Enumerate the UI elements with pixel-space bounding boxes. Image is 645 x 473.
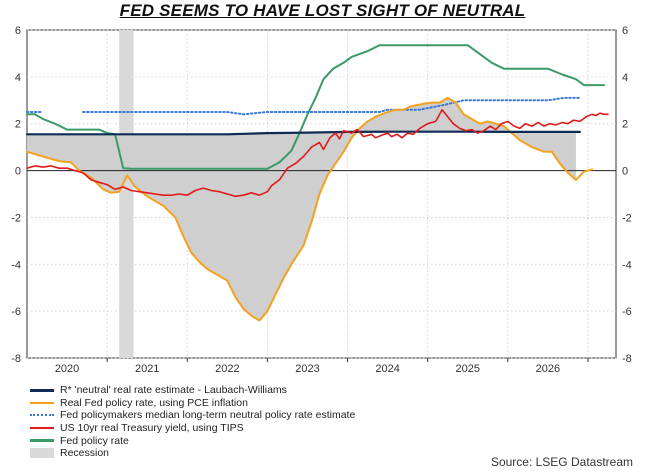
x-tick-label: 2021 — [135, 363, 159, 375]
y-axis-left: -8 -6 -4 -2 0 2 4 6 — [11, 25, 21, 365]
x-tick-label: 2022 — [215, 363, 239, 375]
y-tick-label-left: -2 — [11, 212, 21, 224]
x-tick-label: 2026 — [536, 363, 560, 375]
y-tick-label-left: -8 — [11, 353, 21, 365]
y-tick-label-left: -4 — [11, 259, 21, 271]
y-tick-label-right: -8 — [622, 353, 632, 365]
y-tick-label-right: -6 — [622, 306, 632, 318]
series-line-tips — [26, 108, 609, 198]
legend-label: R* 'neutral' real rate estimate - Laubac… — [60, 384, 287, 397]
legend-item-fed_rate: Fed policy rate — [30, 434, 355, 447]
y-tick-label-right: 4 — [622, 72, 628, 84]
y-tick-label-right: 6 — [622, 25, 628, 37]
y-tick-label-left: 6 — [15, 25, 21, 37]
x-tick-label: 2025 — [456, 363, 480, 375]
plot-area — [26, 29, 617, 359]
y-axis-right: -8 -6 -4 -2 0 2 4 6 — [622, 25, 632, 365]
legend-item-neutral_est: Fed policymakers median long-term neutra… — [30, 409, 355, 422]
legend-swatch — [30, 389, 54, 392]
legend-item-tips: US 10yr real Treasury yield, using TIPS — [30, 422, 355, 435]
legend-item-rstar: R* 'neutral' real rate estimate - Laubac… — [30, 384, 355, 397]
legend-item-recession: Recession — [30, 447, 355, 460]
gap-fill — [27, 97, 576, 321]
legend-label: Recession — [60, 447, 110, 460]
legend-item-real_fed: Real Fed policy rate, using PCE inflatio… — [30, 397, 355, 410]
legend-label: US 10yr real Treasury yield, using TIPS — [60, 422, 244, 435]
fill-area — [27, 97, 576, 321]
legend-label: Fed policy rate — [60, 434, 129, 447]
y-tick-label-right: 2 — [622, 119, 628, 131]
y-tick-label-left: 4 — [15, 72, 21, 84]
legend-swatch — [30, 426, 54, 430]
legend-swatch — [30, 439, 54, 442]
legend-swatch — [30, 414, 54, 417]
x-axis: 2020 2021 2022 2023 2024 2025 2026 — [55, 358, 589, 375]
chart-title: FED SEEMS TO HAVE LOST SIGHT OF NEUTRAL — [119, 1, 526, 20]
legend-swatch — [30, 401, 54, 405]
recession-band — [119, 30, 134, 358]
y-tick-label-right: 0 — [622, 166, 628, 178]
series-line-neutral_est — [26, 96, 581, 116]
y-tick-label-left: 2 — [15, 119, 21, 131]
y-tick-label-right: -4 — [622, 259, 632, 271]
x-tick-label: 2023 — [295, 363, 319, 375]
y-tick-label-right: -2 — [622, 212, 632, 224]
legend-label: Fed policymakers median long-term neutra… — [60, 409, 356, 422]
legend: R* 'neutral' real rate estimate - Laubac… — [30, 384, 355, 460]
legend-label: Real Fed policy rate, using PCE inflatio… — [60, 396, 248, 409]
x-tick-label: 2024 — [375, 363, 399, 375]
series-lines — [25, 44, 609, 322]
y-tick-label-left: -6 — [11, 306, 21, 318]
x-tick-label: 2020 — [55, 363, 79, 375]
source-note: Source: LSEG Datastream — [490, 455, 633, 469]
recession-bar — [119, 30, 134, 358]
y-tick-label-left: 0 — [15, 166, 21, 178]
legend-swatch — [30, 448, 54, 459]
series-line-rstar — [25, 130, 581, 136]
